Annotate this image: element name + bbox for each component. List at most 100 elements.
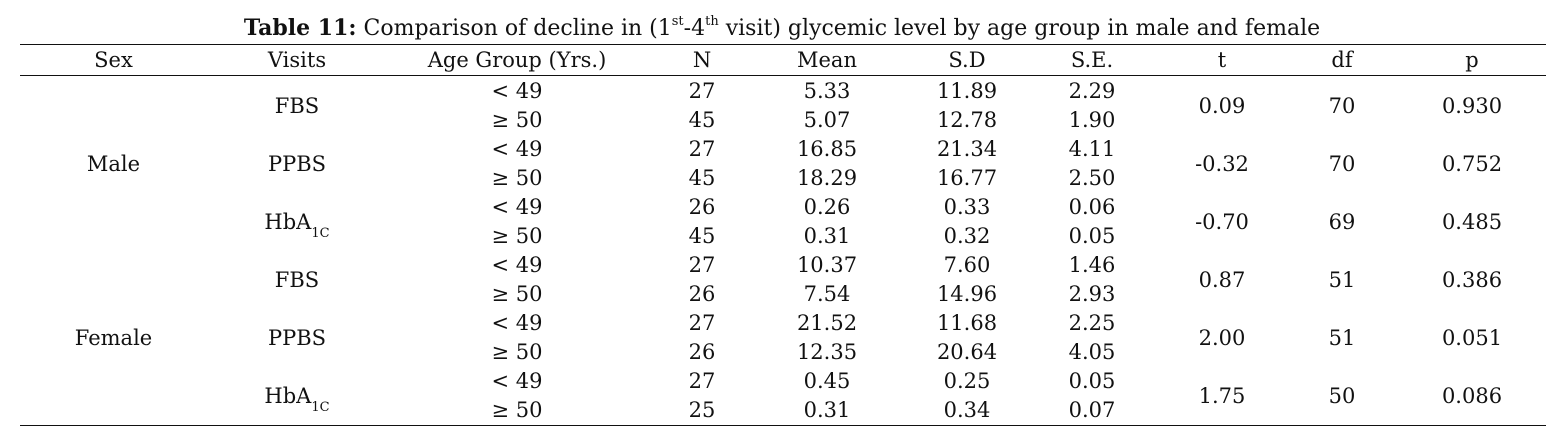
age-group-cell: < 49 [491, 253, 543, 277]
n-cell: 45 [688, 108, 716, 132]
table-caption-label: Table 11: [243, 15, 357, 41]
visit-name: HbA [264, 210, 312, 234]
df-cell: 51 [1328, 268, 1356, 292]
mean-cell: 21.52 [796, 311, 858, 335]
mean-cell: 10.37 [796, 253, 858, 277]
sd-cell: 21.34 [936, 137, 998, 161]
p-cell: 0.051 [1441, 326, 1503, 350]
n-cell: 27 [688, 79, 716, 103]
se-cell: 0.05 [1068, 369, 1116, 393]
visit-label: HbA1C [207, 367, 387, 425]
table-caption-sup-b: th [705, 13, 719, 29]
se-cell: 0.06 [1068, 195, 1116, 219]
sex-label: Male [86, 152, 141, 176]
sd-cell: 0.25 [943, 369, 991, 393]
n-cell: 26 [688, 282, 716, 306]
sd-cell: 20.64 [936, 340, 998, 364]
p-cell: 0.086 [1441, 384, 1503, 408]
age-group-cell: < 49 [491, 195, 543, 219]
n-cell: 27 [688, 369, 716, 393]
visit-name: FBS [274, 94, 320, 118]
sd-cell: 11.68 [936, 311, 998, 335]
table-caption-sup-a: st [671, 13, 684, 29]
p-cell: 0.485 [1441, 210, 1503, 234]
mean-cell: 5.07 [803, 108, 851, 132]
n-cell: 27 [688, 137, 716, 161]
header-df: df [1331, 48, 1353, 72]
n-cell: 27 [688, 253, 716, 277]
se-cell: 2.93 [1068, 282, 1116, 306]
mean-cell: 5.33 [803, 79, 851, 103]
header-se: S.E. [1070, 48, 1114, 72]
mean-cell: 0.26 [803, 195, 851, 219]
se-cell: 4.05 [1068, 340, 1116, 364]
visit-name: HbA [264, 384, 312, 408]
n-cell: 27 [688, 311, 716, 335]
sd-cell: 14.96 [936, 282, 998, 306]
visit-name: FBS [274, 268, 320, 292]
n-cell: 26 [688, 340, 716, 364]
n-cell: 45 [688, 166, 716, 190]
visit-name: PPBS [267, 152, 327, 176]
visit-name: PPBS [267, 326, 327, 350]
n-cell: 45 [688, 224, 716, 248]
se-cell: 1.90 [1068, 108, 1116, 132]
visit-name-subscript: 1C [311, 400, 330, 416]
df-cell: 70 [1328, 94, 1356, 118]
table-caption-text-b: -4 [683, 16, 706, 41]
age-group-cell: ≥ 50 [491, 398, 543, 422]
df-cell: 70 [1328, 152, 1356, 176]
sd-cell: 12.78 [936, 108, 998, 132]
visit-label: HbA1C [207, 193, 387, 251]
sd-cell: 0.33 [943, 195, 991, 219]
t-cell: 0.09 [1198, 94, 1246, 118]
age-group-cell: < 49 [491, 311, 543, 335]
p-cell: 0.752 [1441, 152, 1503, 176]
header-sex: Sex [94, 48, 133, 72]
t-cell: 1.75 [1198, 384, 1246, 408]
table-caption-text-a: Comparison of decline in (1 [363, 16, 672, 41]
t-cell: -0.70 [1195, 210, 1249, 234]
age-group-cell: < 49 [491, 137, 543, 161]
header-mean: Mean [797, 48, 857, 72]
table-header-rule [20, 75, 1546, 76]
age-group-cell: ≥ 50 [491, 166, 543, 190]
se-cell: 1.46 [1068, 253, 1116, 277]
mean-cell: 12.35 [796, 340, 858, 364]
visit-name-subscript: 1C [311, 226, 330, 242]
n-cell: 25 [688, 398, 716, 422]
t-cell: -0.32 [1195, 152, 1249, 176]
df-cell: 69 [1328, 210, 1356, 234]
p-cell: 0.386 [1441, 268, 1503, 292]
se-cell: 2.25 [1068, 311, 1116, 335]
age-group-cell: ≥ 50 [491, 108, 543, 132]
se-cell: 2.29 [1068, 79, 1116, 103]
header-age-group: Age Group (Yrs.) [427, 48, 607, 72]
mean-cell: 0.31 [803, 398, 851, 422]
sd-cell: 7.60 [943, 253, 991, 277]
mean-cell: 7.54 [803, 282, 851, 306]
age-group-cell: < 49 [491, 79, 543, 103]
sex-label: Female [74, 326, 153, 350]
se-cell: 0.07 [1068, 398, 1116, 422]
header-visits: Visits [267, 48, 327, 72]
visit-label: FBS [207, 251, 387, 309]
df-cell: 50 [1328, 384, 1356, 408]
table-caption: Table 11: Comparison of decline in (1st-… [0, 14, 1554, 43]
sd-cell: 0.34 [943, 398, 991, 422]
sd-cell: 11.89 [936, 79, 998, 103]
p-cell: 0.930 [1441, 94, 1503, 118]
age-group-cell: ≥ 50 [491, 224, 543, 248]
age-group-cell: < 49 [491, 369, 543, 393]
sd-cell: 0.32 [943, 224, 991, 248]
mean-cell: 18.29 [796, 166, 858, 190]
visit-label: PPBS [207, 135, 387, 193]
table-top-rule [20, 44, 1546, 45]
t-cell: 0.87 [1198, 268, 1246, 292]
se-cell: 0.05 [1068, 224, 1116, 248]
mean-cell: 16.85 [796, 137, 858, 161]
age-group-cell: ≥ 50 [491, 340, 543, 364]
header-sd: S.D [948, 48, 986, 72]
mean-cell: 0.31 [803, 224, 851, 248]
se-cell: 4.11 [1068, 137, 1116, 161]
